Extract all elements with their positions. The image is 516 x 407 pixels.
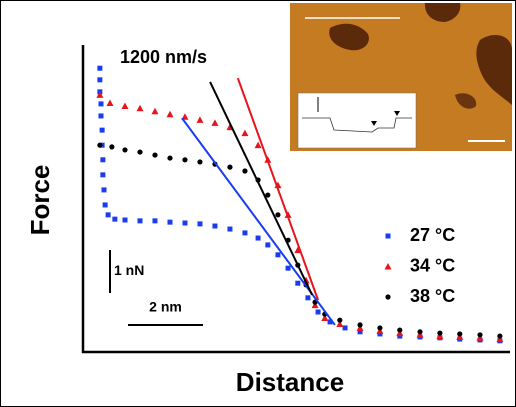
data-point (167, 155, 172, 160)
data-point (152, 152, 157, 157)
data-point (242, 230, 247, 235)
data-point (265, 242, 270, 247)
annotation: 1200 nm/s (120, 47, 207, 67)
data-point (227, 227, 232, 232)
data-point (97, 77, 102, 82)
data-point (100, 172, 105, 177)
data-point (377, 325, 382, 330)
data-point (167, 220, 172, 225)
data-point (497, 333, 502, 338)
data-point (316, 310, 321, 315)
legend-label: 38 °C (410, 286, 455, 306)
data-point (337, 318, 342, 323)
data-point (457, 331, 462, 336)
data-point (197, 221, 202, 226)
data-point (100, 157, 105, 162)
scale-bar-label: 2 nm (149, 299, 182, 315)
data-point (343, 325, 348, 330)
data-point (242, 168, 247, 173)
data-point (152, 218, 157, 223)
data-point (275, 212, 280, 217)
data-point (256, 236, 261, 241)
data-point (122, 217, 127, 222)
data-point (397, 327, 402, 332)
data-point (182, 157, 187, 162)
data-point (286, 266, 291, 271)
data-point (100, 128, 105, 133)
legend-label: 34 °C (410, 255, 455, 275)
data-point (295, 281, 300, 286)
data-point (182, 221, 187, 226)
y-axis-label: Force (25, 165, 55, 236)
data-point (305, 295, 310, 300)
data-point (137, 149, 142, 154)
data-point (101, 187, 106, 192)
afm-inset (290, 3, 512, 151)
data-point (275, 252, 280, 257)
data-point (98, 113, 103, 118)
data-point (97, 143, 102, 148)
data-point (477, 332, 482, 337)
legend-marker (386, 234, 391, 239)
data-point (197, 159, 202, 164)
chart: Force Distance 1200 nm/s 27 °C 34 °C 38 °C… (0, 0, 516, 407)
data-point (417, 329, 422, 334)
data-point (227, 165, 232, 170)
data-point (357, 322, 362, 327)
legend-label: 27 °C (410, 225, 455, 245)
scale-bar-label: 1 nN (114, 262, 144, 278)
data-point (137, 218, 142, 223)
data-point (106, 212, 111, 217)
data-point (437, 330, 442, 335)
data-point (103, 202, 108, 207)
data-point (212, 224, 217, 229)
data-point (98, 101, 103, 106)
data-point (122, 147, 127, 152)
data-point (109, 144, 114, 149)
data-point (112, 217, 117, 222)
x-axis-label: Distance (236, 367, 344, 397)
data-point (97, 66, 102, 71)
legend-marker (385, 294, 390, 299)
